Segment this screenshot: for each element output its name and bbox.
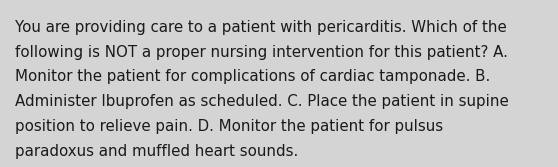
Text: following is NOT a proper nursing intervention for this patient? A.: following is NOT a proper nursing interv… — [15, 45, 508, 60]
Text: Administer Ibuprofen as scheduled. C. Place the patient in supine: Administer Ibuprofen as scheduled. C. Pl… — [15, 94, 509, 109]
Text: Monitor the patient for complications of cardiac tamponade. B.: Monitor the patient for complications of… — [15, 69, 490, 85]
Text: You are providing care to a patient with pericarditis. Which of the: You are providing care to a patient with… — [15, 20, 507, 35]
Text: paradoxus and muffled heart sounds.: paradoxus and muffled heart sounds. — [15, 144, 299, 159]
Text: position to relieve pain. D. Monitor the patient for pulsus: position to relieve pain. D. Monitor the… — [15, 119, 443, 134]
